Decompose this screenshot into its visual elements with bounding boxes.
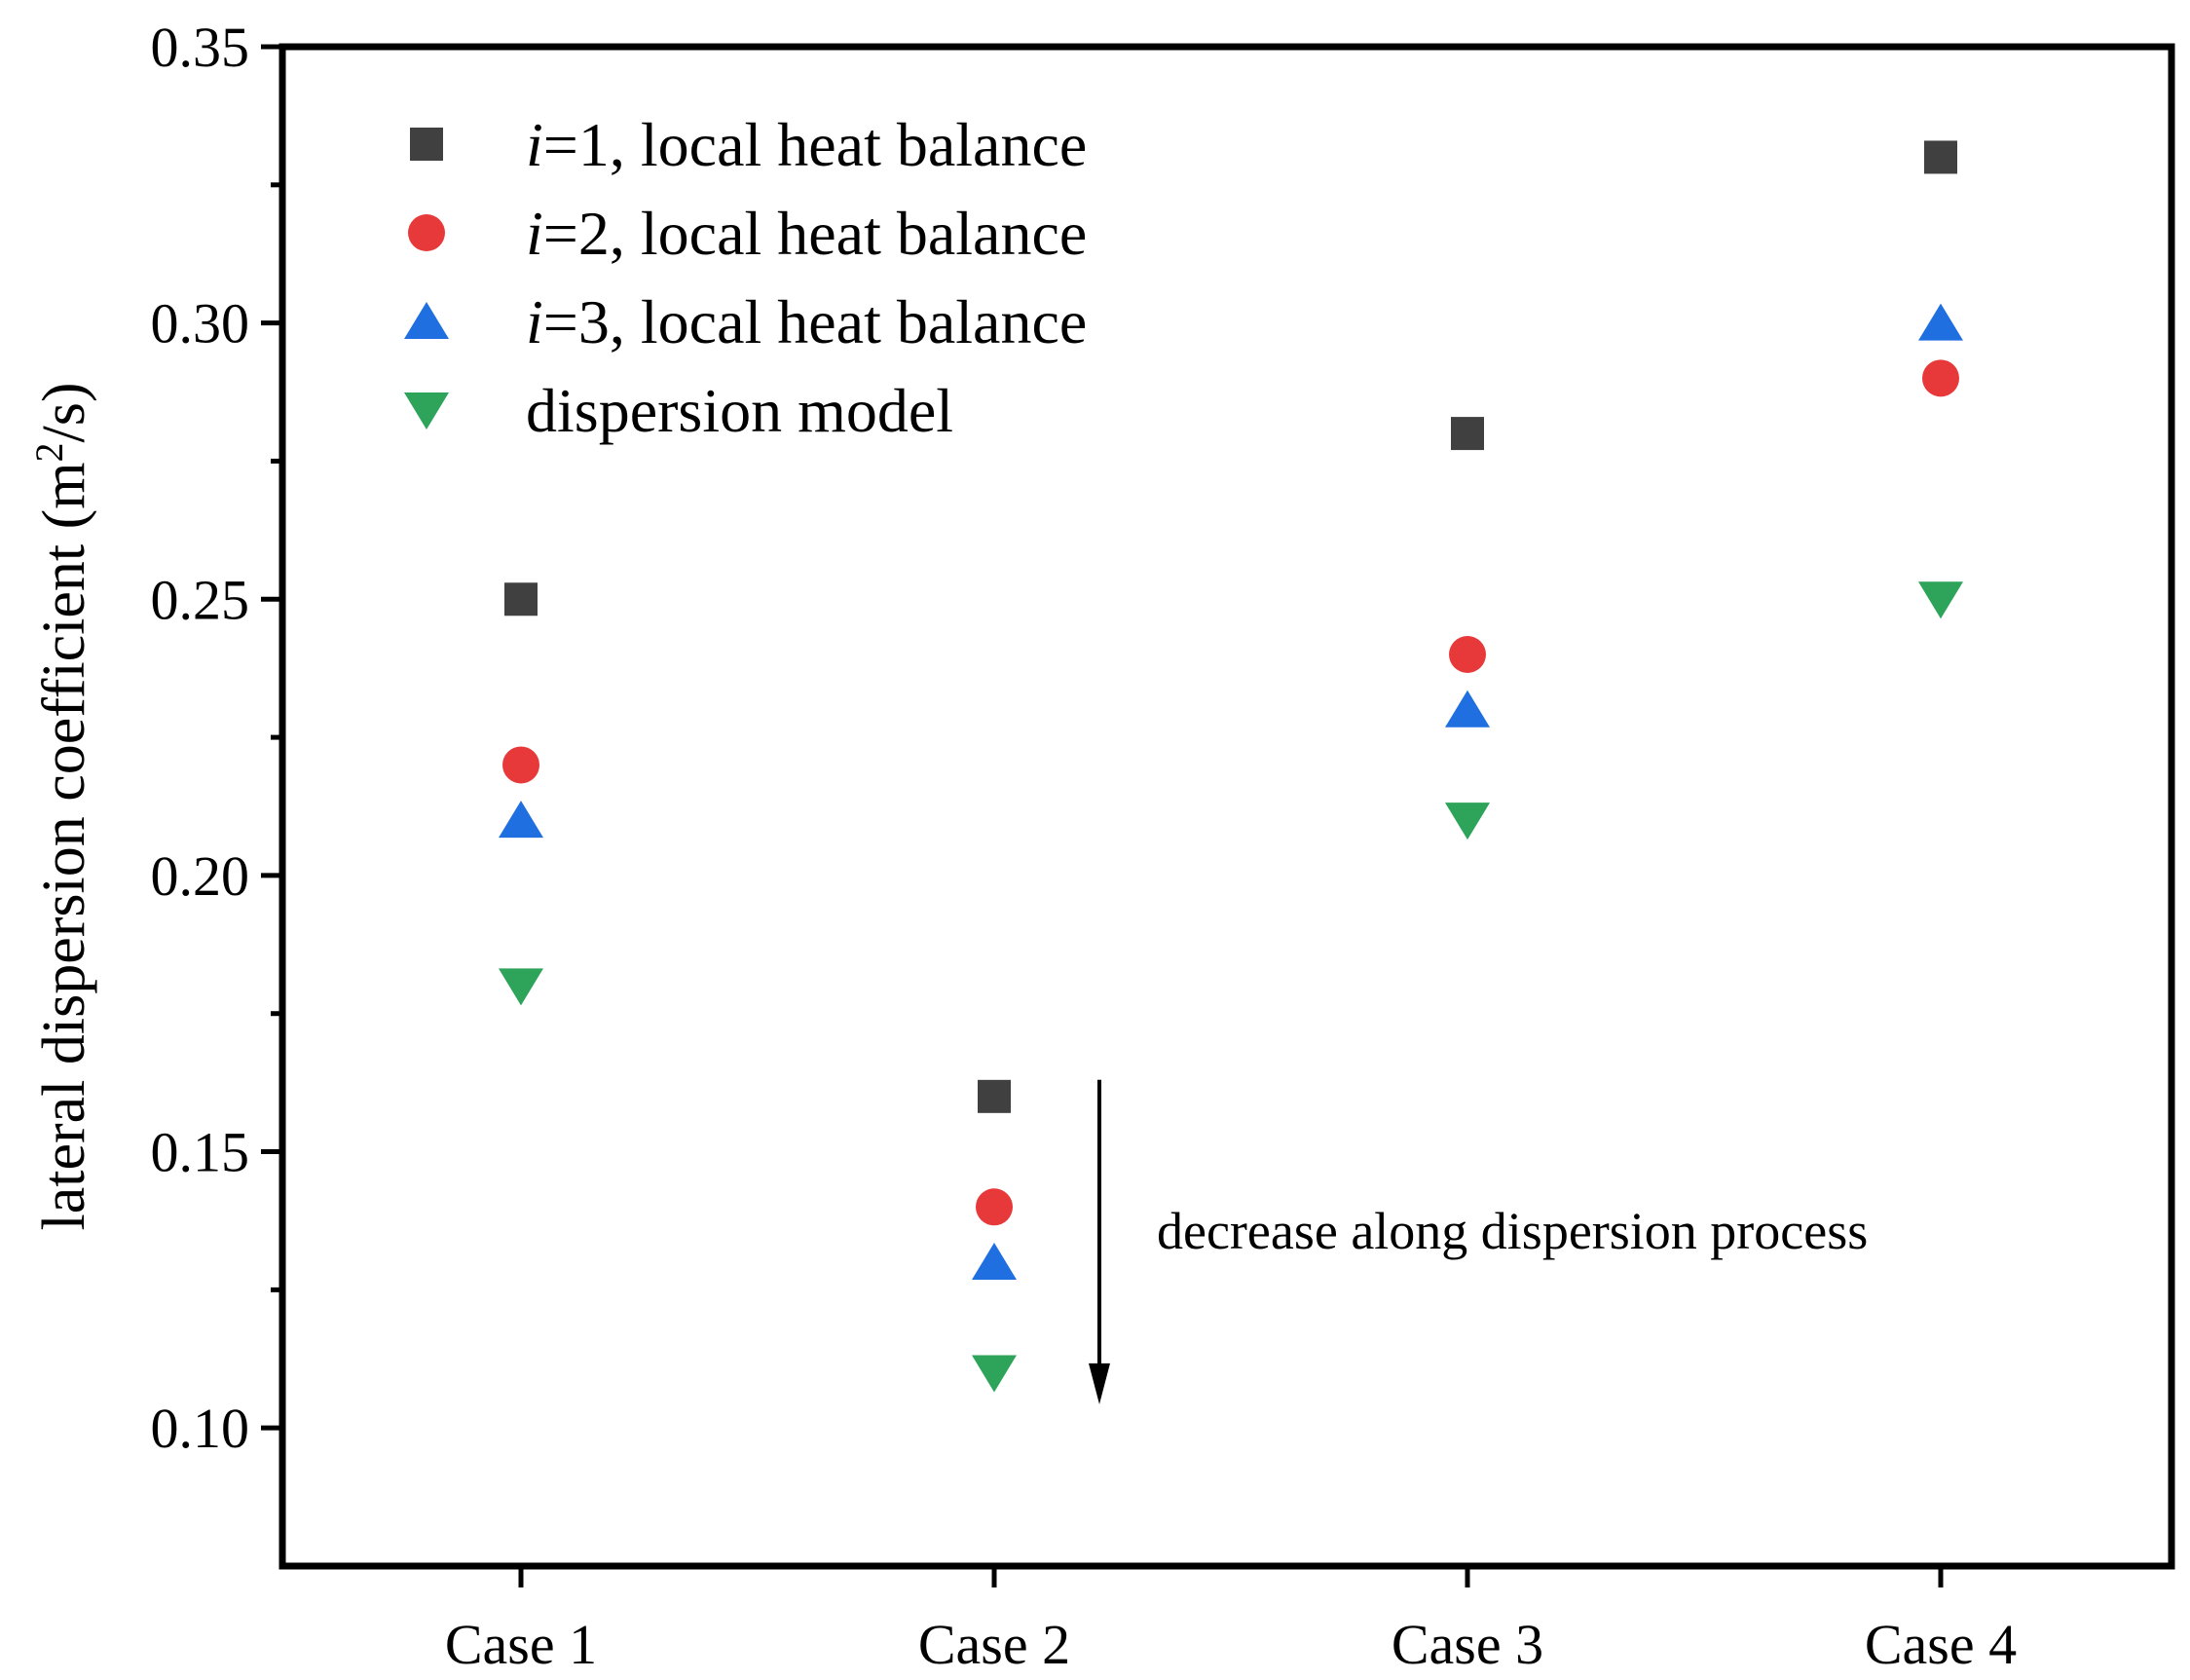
legend-marker-s3 <box>404 302 449 339</box>
s4-point <box>972 1355 1017 1393</box>
s2-point <box>1922 359 1959 397</box>
s2-point <box>1449 636 1486 673</box>
s3-point <box>972 1243 1017 1280</box>
plot-area-frame <box>278 43 2175 1570</box>
legend-text: dispersion model <box>526 376 953 445</box>
legend-italic-symbol: i <box>526 110 543 179</box>
data-markers <box>499 140 1963 1393</box>
legend-marker-s1 <box>410 128 443 161</box>
s1-point <box>1451 417 1484 451</box>
x-tick-label: Case 2 <box>918 1613 1070 1676</box>
s4-point <box>1918 581 1963 619</box>
x-tick-label: Case 4 <box>1865 1613 2017 1676</box>
s1-point <box>1924 140 1957 174</box>
x-tick-label: Case 3 <box>1392 1613 1543 1676</box>
x-tick-label: Case 1 <box>445 1613 597 1676</box>
legend-marker-s4 <box>404 392 449 429</box>
s2-point <box>976 1188 1013 1226</box>
legend-label-s1: i=1, local heat balance <box>526 110 1087 179</box>
legend-label-s4: dispersion model <box>526 376 953 445</box>
legend-italic-symbol: i <box>526 199 543 268</box>
legend-label-s3: i=3, local heat balance <box>526 287 1087 356</box>
y-axis: 0.10 0.15 0.20 0.25 0.30 0.35 <box>151 16 282 1460</box>
annotation-arrow-head <box>1089 1363 1110 1404</box>
legend-text: =2, local heat balance <box>543 199 1087 268</box>
legend-italic-symbol: i <box>526 287 543 356</box>
s4-point <box>499 968 543 1006</box>
s3-point <box>1918 303 1963 341</box>
annotation: decrease along dispersion process <box>1089 1079 1868 1404</box>
y-tick-label: 0.15 <box>151 1121 250 1184</box>
y-tick-label: 0.35 <box>151 16 250 79</box>
s4-point <box>1445 803 1490 840</box>
s1-point <box>504 582 538 616</box>
annotation-text: decrease along dispersion process <box>1157 1202 1868 1260</box>
x-axis: Case 1 Case 2 Case 3 Case 4 <box>445 1566 2017 1676</box>
legend-text: =1, local heat balance <box>543 110 1087 179</box>
y-axis-title: lateral dispersion coefficient (m2/s) <box>27 382 98 1230</box>
y-tick-label: 0.30 <box>151 292 250 355</box>
s3-point <box>499 801 543 839</box>
y-tick-label: 0.10 <box>151 1397 250 1460</box>
s2-point <box>502 746 539 784</box>
legend-marker-s2 <box>408 214 445 251</box>
y-tick-label: 0.20 <box>151 844 250 908</box>
y-tick-label: 0.25 <box>151 568 250 631</box>
legend-label-s2: i=2, local heat balance <box>526 199 1087 268</box>
legend-text: =3, local heat balance <box>543 287 1087 356</box>
s1-point <box>978 1079 1011 1113</box>
s3-point <box>1445 690 1490 728</box>
